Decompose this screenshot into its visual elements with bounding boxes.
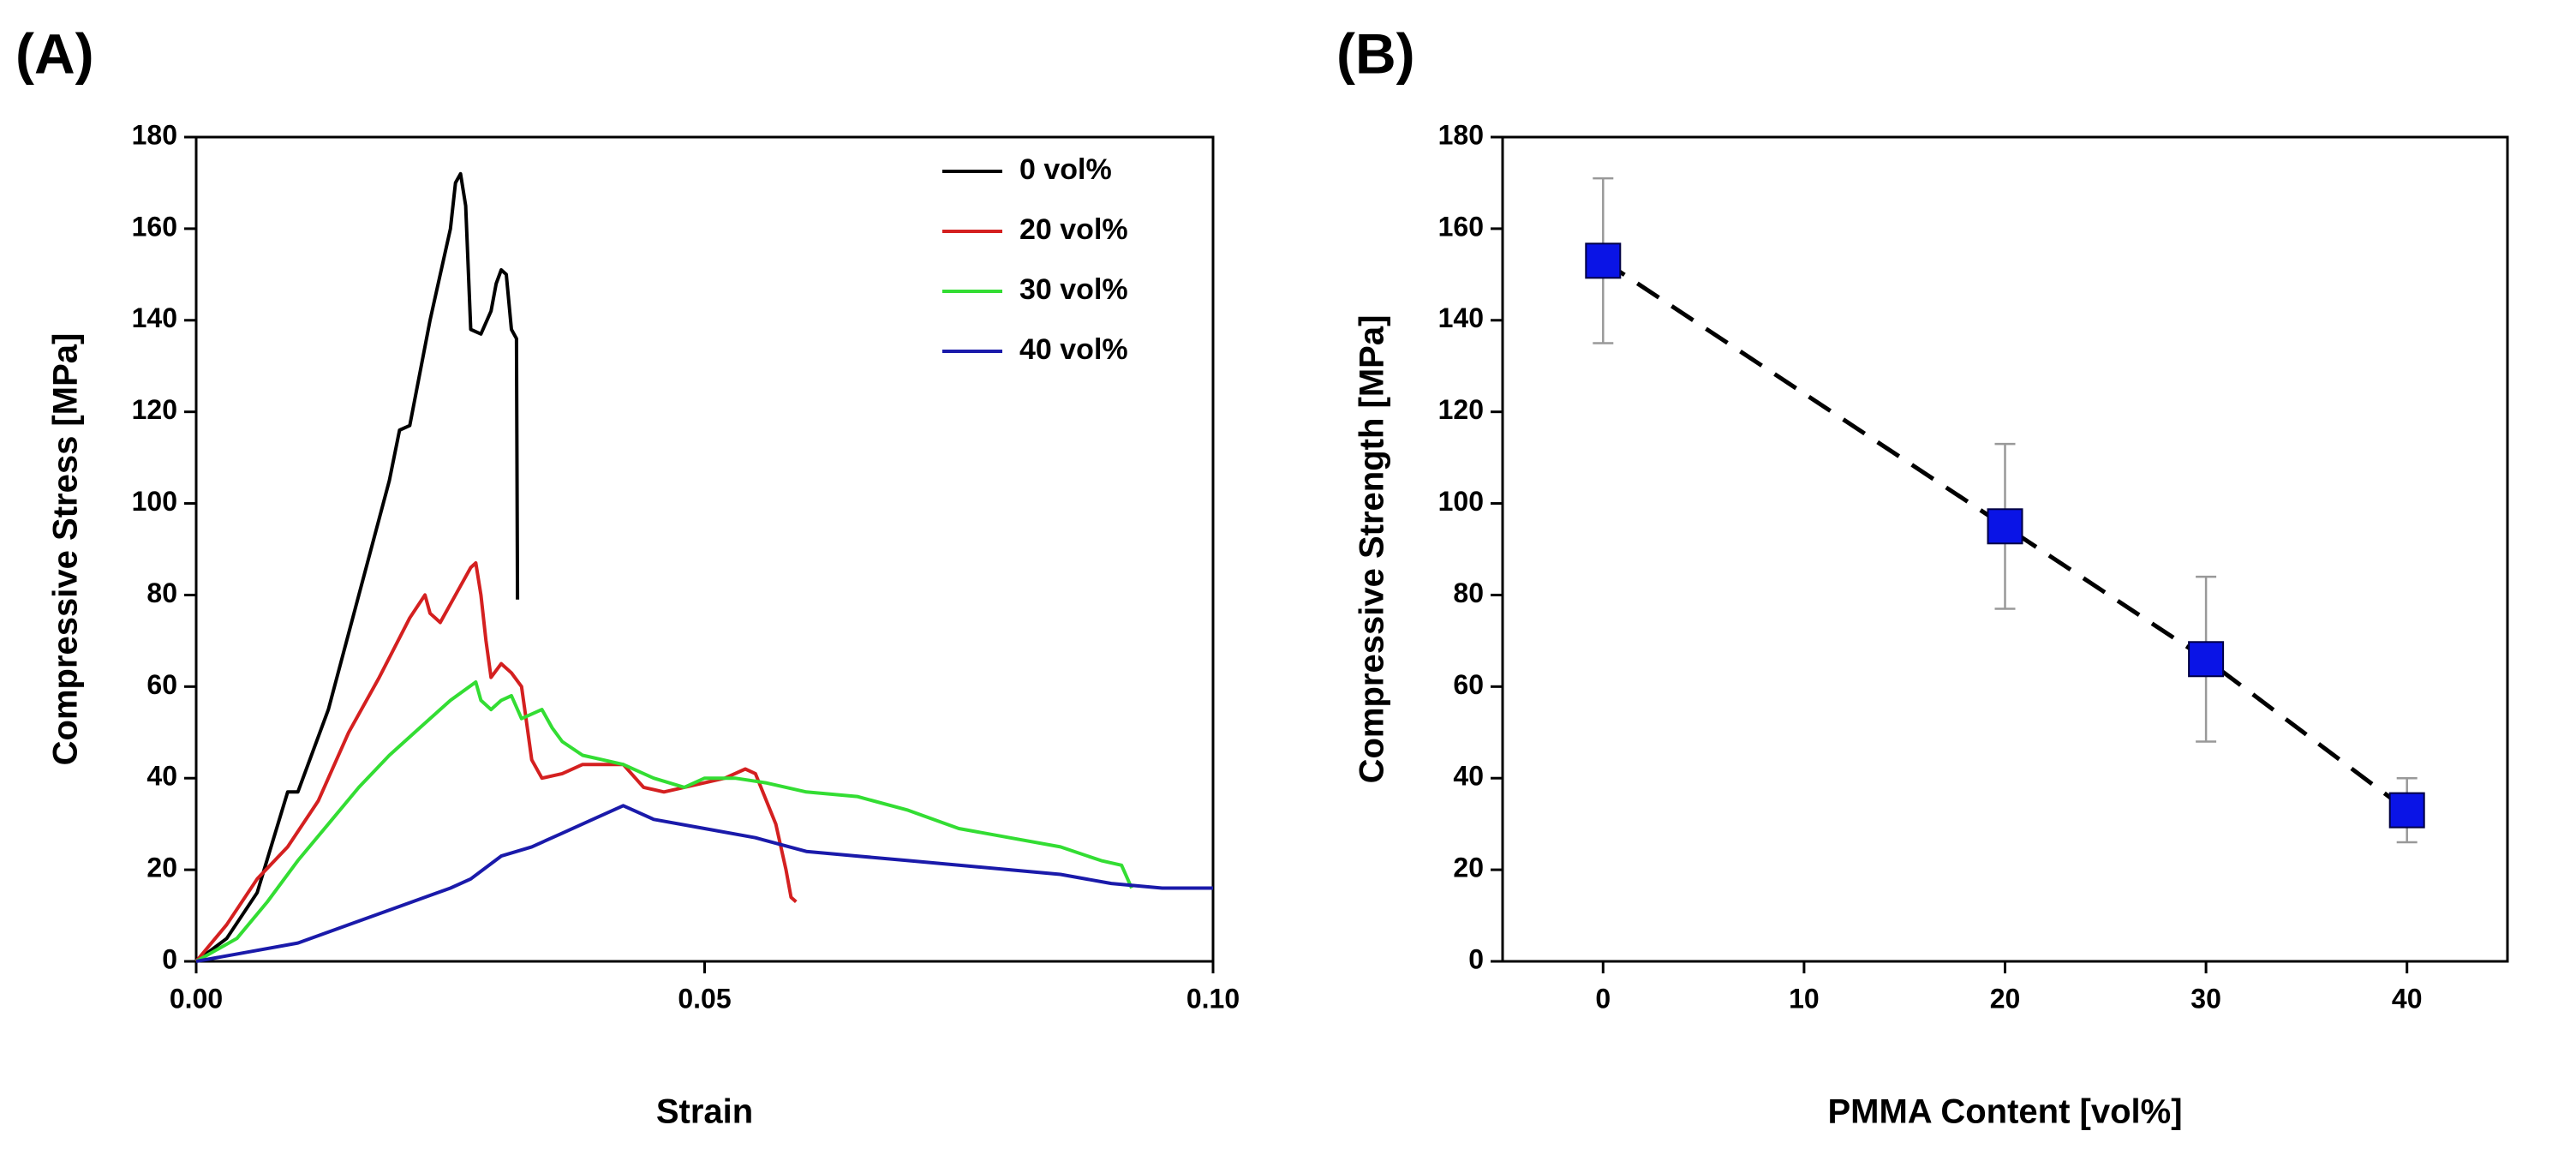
marker [1585, 242, 1622, 279]
x-axis-title: Strain [656, 1093, 753, 1131]
marker [2188, 641, 2225, 678]
y-tick-label: 100 [132, 486, 177, 517]
x-tick-label: 40 [2392, 983, 2423, 1014]
y-tick-label: 60 [146, 669, 177, 700]
x-tick-label: 30 [2190, 983, 2221, 1014]
y-tick-label: 20 [1453, 853, 1484, 883]
y-tick-label: 180 [1438, 119, 1484, 150]
marker [1987, 508, 2023, 545]
legend-label: 0 vol% [1019, 153, 1112, 186]
y-tick-label: 140 [1438, 302, 1484, 333]
y-tick-label: 120 [132, 394, 177, 425]
x-axis-title: PMMA Content [vol%] [1827, 1093, 2182, 1131]
x-tick-label: 0.05 [678, 983, 731, 1014]
x-tick-label: 0.00 [170, 983, 223, 1014]
x-tick-label: 0 [1595, 983, 1611, 1014]
y-tick-label: 60 [1453, 669, 1484, 700]
y-tick-label: 80 [1453, 577, 1484, 608]
series-line [194, 561, 798, 963]
y-tick-label: 120 [1438, 394, 1484, 425]
y-tick-label: 160 [1438, 211, 1484, 242]
panel-label: (B) [1336, 21, 1415, 85]
y-tick-label: 0 [162, 943, 177, 974]
panel-label: (A) [15, 21, 94, 85]
legend-label: 30 vol% [1019, 273, 1128, 306]
plot-frame [194, 135, 1215, 963]
x-tick-label: 0.10 [1186, 983, 1240, 1014]
y-axis-title: Compressive Strength [MPa] [1354, 315, 1391, 784]
series-line [195, 680, 1133, 963]
y-tick-label: 140 [132, 302, 177, 333]
marker [2388, 792, 2425, 829]
y-tick-label: 0 [1468, 943, 1484, 974]
y-tick-label: 40 [146, 761, 177, 792]
x-tick-label: 20 [1990, 983, 2021, 1014]
y-axis-title: Compressive Stress [MPa] [47, 333, 85, 766]
y-tick-label: 160 [132, 211, 177, 242]
series-line [194, 171, 520, 963]
legend-label: 40 vol% [1019, 333, 1128, 366]
y-tick-label: 80 [146, 577, 177, 608]
legend-label: 20 vol% [1019, 213, 1128, 246]
y-tick-label: 100 [1438, 486, 1484, 517]
series-line [195, 804, 1213, 963]
y-tick-label: 40 [1453, 761, 1484, 792]
x-tick-label: 10 [1789, 983, 1820, 1014]
y-tick-label: 180 [132, 119, 177, 150]
y-tick-label: 20 [146, 853, 177, 883]
